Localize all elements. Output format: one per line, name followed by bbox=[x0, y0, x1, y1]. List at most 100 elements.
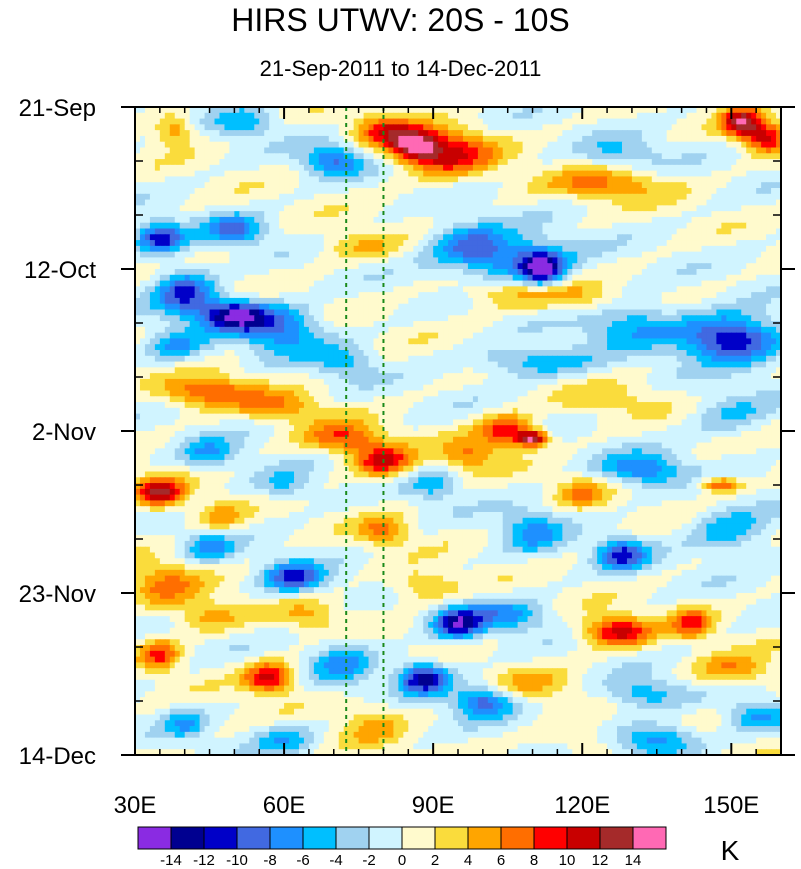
heatmap-cell bbox=[438, 176, 444, 183]
heatmap-cell bbox=[164, 269, 171, 276]
heatmap-cell bbox=[229, 228, 235, 235]
heatmap-cell bbox=[467, 188, 474, 195]
heatmap-cell bbox=[567, 211, 573, 218]
heatmap-cell bbox=[308, 234, 315, 241]
heatmap-cell bbox=[716, 240, 722, 247]
heatmap-cell bbox=[184, 309, 191, 316]
heatmap-cell bbox=[338, 274, 345, 282]
heatmap-cell bbox=[338, 245, 345, 253]
heatmap-cell bbox=[194, 222, 201, 230]
heatmap-cell bbox=[328, 228, 335, 235]
heatmap-cell bbox=[279, 286, 285, 293]
heatmap-cell bbox=[174, 228, 181, 235]
heatmap-cell bbox=[487, 303, 494, 311]
heatmap-cell bbox=[696, 112, 703, 120]
heatmap-cell bbox=[224, 240, 231, 247]
heatmap-cell bbox=[338, 130, 345, 137]
heatmap-cell bbox=[433, 124, 439, 131]
heatmap-cell bbox=[303, 286, 310, 293]
heatmap-cell bbox=[522, 159, 529, 166]
heatmap-cell bbox=[651, 240, 658, 247]
heatmap-cell bbox=[651, 216, 658, 224]
heatmap-cell bbox=[766, 297, 772, 305]
heatmap-cell bbox=[169, 141, 176, 149]
heatmap-cell bbox=[244, 321, 250, 328]
heatmap-cell bbox=[373, 269, 380, 276]
heatmap-cell bbox=[482, 176, 489, 183]
heatmap-cell bbox=[308, 315, 315, 322]
heatmap-cell bbox=[338, 188, 345, 195]
heatmap-cell bbox=[338, 321, 345, 328]
heatmap-cell bbox=[512, 245, 519, 253]
heatmap-cell bbox=[353, 297, 360, 305]
heatmap-cell bbox=[328, 216, 335, 224]
heatmap-cell bbox=[338, 292, 345, 299]
heatmap-cell bbox=[492, 321, 499, 328]
heatmap-cell bbox=[537, 263, 544, 270]
heatmap-cell bbox=[696, 135, 703, 143]
heatmap-cell bbox=[239, 205, 245, 212]
heatmap-cell bbox=[582, 251, 588, 259]
heatmap-cell bbox=[388, 164, 394, 172]
heatmap-cell bbox=[373, 188, 380, 195]
heatmap-cell bbox=[641, 263, 648, 270]
heatmap-cell bbox=[388, 321, 394, 328]
heatmap-cell bbox=[582, 130, 588, 137]
heatmap-cell bbox=[224, 222, 231, 230]
heatmap-cell bbox=[234, 315, 240, 322]
heatmap-cell bbox=[244, 280, 250, 287]
heatmap-cell bbox=[408, 130, 414, 137]
heatmap-cell bbox=[636, 280, 643, 287]
heatmap-cell bbox=[264, 234, 270, 241]
heatmap-cell bbox=[184, 199, 191, 206]
heatmap-cell bbox=[741, 112, 747, 120]
heatmap-cell bbox=[711, 112, 717, 120]
heatmap-cell bbox=[149, 211, 156, 218]
heatmap-cell bbox=[612, 228, 618, 235]
heatmap-cell bbox=[567, 147, 573, 154]
heatmap-cell bbox=[721, 205, 727, 212]
heatmap-cell bbox=[631, 153, 638, 160]
heatmap-cell bbox=[626, 280, 633, 287]
heatmap-cell bbox=[189, 274, 196, 282]
heatmap-cell bbox=[214, 297, 221, 305]
heatmap-cell bbox=[328, 240, 335, 247]
heatmap-cell bbox=[766, 321, 772, 328]
heatmap-cell bbox=[204, 107, 211, 114]
heatmap-cell bbox=[159, 321, 166, 328]
heatmap-cell bbox=[507, 164, 514, 172]
heatmap-cell bbox=[363, 188, 370, 195]
heatmap-cell bbox=[264, 309, 270, 316]
heatmap-cell bbox=[621, 164, 628, 172]
heatmap-cell bbox=[388, 222, 394, 230]
heatmap-cell bbox=[626, 124, 633, 131]
heatmap-cell bbox=[403, 159, 409, 166]
heatmap-cell bbox=[453, 199, 459, 206]
heatmap-cell bbox=[318, 234, 325, 241]
heatmap-cell bbox=[458, 135, 464, 143]
heatmap-cell bbox=[547, 130, 554, 137]
heatmap-cell bbox=[388, 326, 394, 334]
heatmap-cell bbox=[368, 193, 375, 201]
heatmap-cell bbox=[751, 118, 757, 125]
heatmap-cell bbox=[313, 228, 320, 235]
heatmap-cell bbox=[338, 251, 345, 259]
heatmap-cell bbox=[507, 182, 514, 189]
heatmap-cell bbox=[284, 135, 290, 143]
heatmap-cell bbox=[398, 188, 404, 195]
heatmap-cell bbox=[303, 130, 310, 137]
heatmap-cell bbox=[651, 205, 658, 212]
heatmap-cell bbox=[671, 188, 678, 195]
heatmap-cell bbox=[711, 297, 717, 305]
heatmap-cell bbox=[139, 130, 146, 137]
heatmap-cell bbox=[393, 240, 399, 247]
heatmap-cell bbox=[244, 188, 250, 195]
heatmap-cell bbox=[214, 153, 221, 160]
heatmap-cell bbox=[686, 309, 693, 316]
heatmap-cell bbox=[621, 269, 628, 276]
heatmap-cell bbox=[388, 297, 394, 305]
heatmap-cell bbox=[308, 176, 315, 183]
heatmap-cell bbox=[587, 170, 593, 178]
heatmap-cell bbox=[696, 263, 703, 270]
heatmap-cell bbox=[721, 280, 727, 287]
